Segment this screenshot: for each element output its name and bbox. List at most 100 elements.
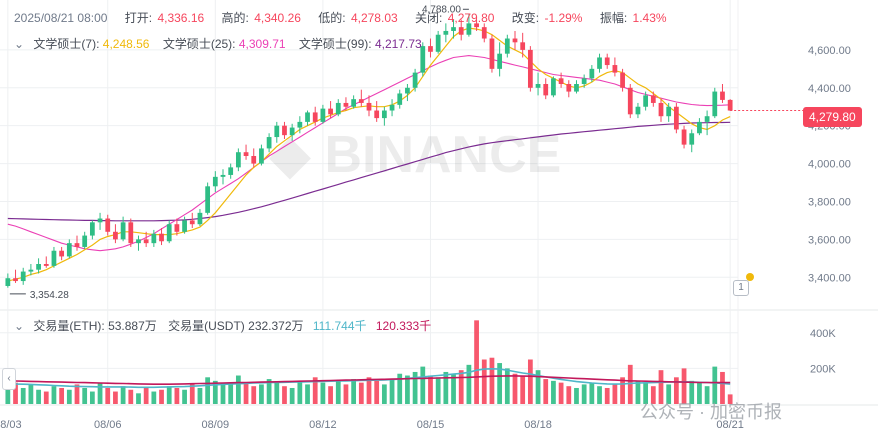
candle-body <box>535 84 541 88</box>
candle-body <box>320 108 326 122</box>
candle-body <box>5 278 11 286</box>
time-axis[interactable]: 08/03 08/06 08/09 08/12 08/15 08/18 08/21 <box>0 419 744 431</box>
candle-body <box>443 30 449 35</box>
chevron-down-icon[interactable]: ⌄ <box>14 319 25 333</box>
candle-body <box>658 102 664 117</box>
volume-bar <box>704 386 710 404</box>
volume-bar <box>113 391 118 404</box>
volume-bar <box>520 375 526 404</box>
candle-body <box>681 129 687 145</box>
candle-body <box>520 42 526 50</box>
candle-body <box>643 95 649 107</box>
candles <box>5 14 733 288</box>
volume-bar <box>320 382 326 404</box>
vol-usdt-label: 交易量(USDT) <box>168 319 245 333</box>
candle-body <box>343 102 349 107</box>
candle-body <box>551 78 556 96</box>
candle-body <box>489 38 495 69</box>
ma7-label: 文学硕士(7): <box>33 37 100 51</box>
volume-bar <box>243 382 249 404</box>
time-tick-label: 08/03 <box>0 419 22 431</box>
vol-eth-label: 交易量(ETH): <box>33 319 105 333</box>
candle-body <box>113 231 118 240</box>
candle-body <box>66 243 72 257</box>
min-price-annotation: 3,354.28 <box>30 290 69 301</box>
candle-body <box>650 95 656 103</box>
volume-bar <box>82 387 88 404</box>
candle-body <box>74 243 80 247</box>
volume-bar <box>527 359 533 404</box>
volume-bar <box>266 379 272 404</box>
volume-bar <box>481 359 487 404</box>
volume-bar <box>428 375 433 404</box>
candle-body <box>251 156 257 164</box>
volume-bar <box>720 371 725 404</box>
volume-bar <box>274 382 280 404</box>
volume-bar <box>205 377 211 404</box>
volume-bar <box>466 364 472 404</box>
volume-bar <box>351 379 357 404</box>
volume-bar <box>20 387 26 404</box>
volume-bar <box>228 384 234 404</box>
volume-bar <box>282 386 287 404</box>
volume-bar <box>697 382 702 404</box>
candle-body <box>412 72 418 88</box>
price-axis[interactable]: 3,400.003,600.003,800.004,000.004,200.00… <box>808 45 851 284</box>
volume-bar <box>512 373 518 404</box>
price-tick-label: 4,000.00 <box>808 159 851 171</box>
price-tick-label: 3,800.00 <box>808 196 851 208</box>
volume-bar <box>5 379 11 404</box>
candle-body <box>543 84 549 96</box>
candle-body <box>20 271 26 282</box>
price-tick-label: 3,600.00 <box>808 234 851 246</box>
candle-body <box>420 46 426 73</box>
candle-body <box>435 34 441 52</box>
calendar-icon[interactable]: 1 <box>733 280 749 296</box>
time-tick-label: 08/18 <box>524 419 552 431</box>
volume-bar <box>689 380 695 404</box>
candle-body <box>727 99 733 111</box>
volume-bar <box>558 382 564 404</box>
chevron-left-icon[interactable]: ‹ <box>2 368 16 390</box>
volume-bar <box>220 382 226 404</box>
volume-bar <box>412 371 418 404</box>
candle-body <box>689 133 695 145</box>
high-value: 4,340.26 <box>254 11 301 25</box>
volume-bar <box>128 389 134 404</box>
low-value: 4,278.03 <box>350 11 398 25</box>
candle-body <box>720 91 725 100</box>
volume-bar <box>627 364 633 404</box>
volume-bar <box>74 384 80 404</box>
volume-bar <box>335 380 341 404</box>
price-tick-label: 3,400.00 <box>808 272 851 284</box>
change-value: -1.29% <box>544 11 583 25</box>
ma-header: ⌄ 文学硕士(7): 4,248.56 文学硕士(25): 4,309.71 文… <box>14 35 422 52</box>
change-label: 改变: <box>511 11 540 25</box>
candle-body <box>581 78 587 84</box>
ma99-value: 4,217.73 <box>374 37 422 51</box>
candle-body <box>36 264 41 270</box>
candle-body <box>212 176 218 187</box>
volume-bar <box>305 384 310 404</box>
candle-body <box>205 186 211 213</box>
candle-body <box>235 152 241 168</box>
low-label: 低的: <box>318 11 346 25</box>
volume-bar <box>604 387 610 404</box>
chevron-down-icon[interactable]: ⌄ <box>14 37 25 51</box>
binance-watermark: ◆ BINANCE <box>269 126 561 184</box>
annotations: 4,788.00 3,354.28 <box>9 4 803 301</box>
volume-bar <box>435 377 441 404</box>
candle-body <box>43 264 49 266</box>
price-tick-label: 4,400.00 <box>808 83 851 95</box>
vol-usdt-value: 232.372万 <box>248 319 304 333</box>
candle-body <box>627 87 633 115</box>
volume-bar <box>43 391 49 404</box>
time-tick-label: 08/15 <box>417 419 445 431</box>
volume-bar <box>458 370 464 404</box>
candle-body <box>497 53 503 69</box>
candle-body <box>335 102 341 115</box>
volume-bar <box>620 377 625 404</box>
candle-body <box>458 27 464 35</box>
volume-bar <box>589 382 595 404</box>
